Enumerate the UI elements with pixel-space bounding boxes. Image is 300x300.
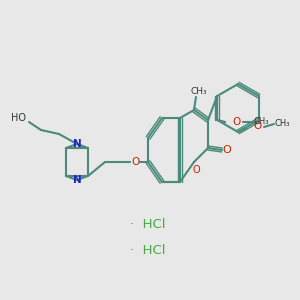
Text: O: O [131,157,139,167]
Text: CH₃: CH₃ [254,118,269,127]
Text: O: O [253,121,261,131]
Text: CH₃: CH₃ [191,86,207,95]
Text: ·  HCl: · HCl [130,218,166,232]
Text: ·  HCl: · HCl [130,244,166,256]
Text: O: O [192,165,200,175]
Text: CH₃: CH₃ [274,119,290,128]
Text: O: O [232,117,240,127]
Text: O: O [223,145,231,155]
Text: N: N [73,175,81,185]
Text: HO: HO [11,113,26,123]
Text: N: N [73,139,81,149]
